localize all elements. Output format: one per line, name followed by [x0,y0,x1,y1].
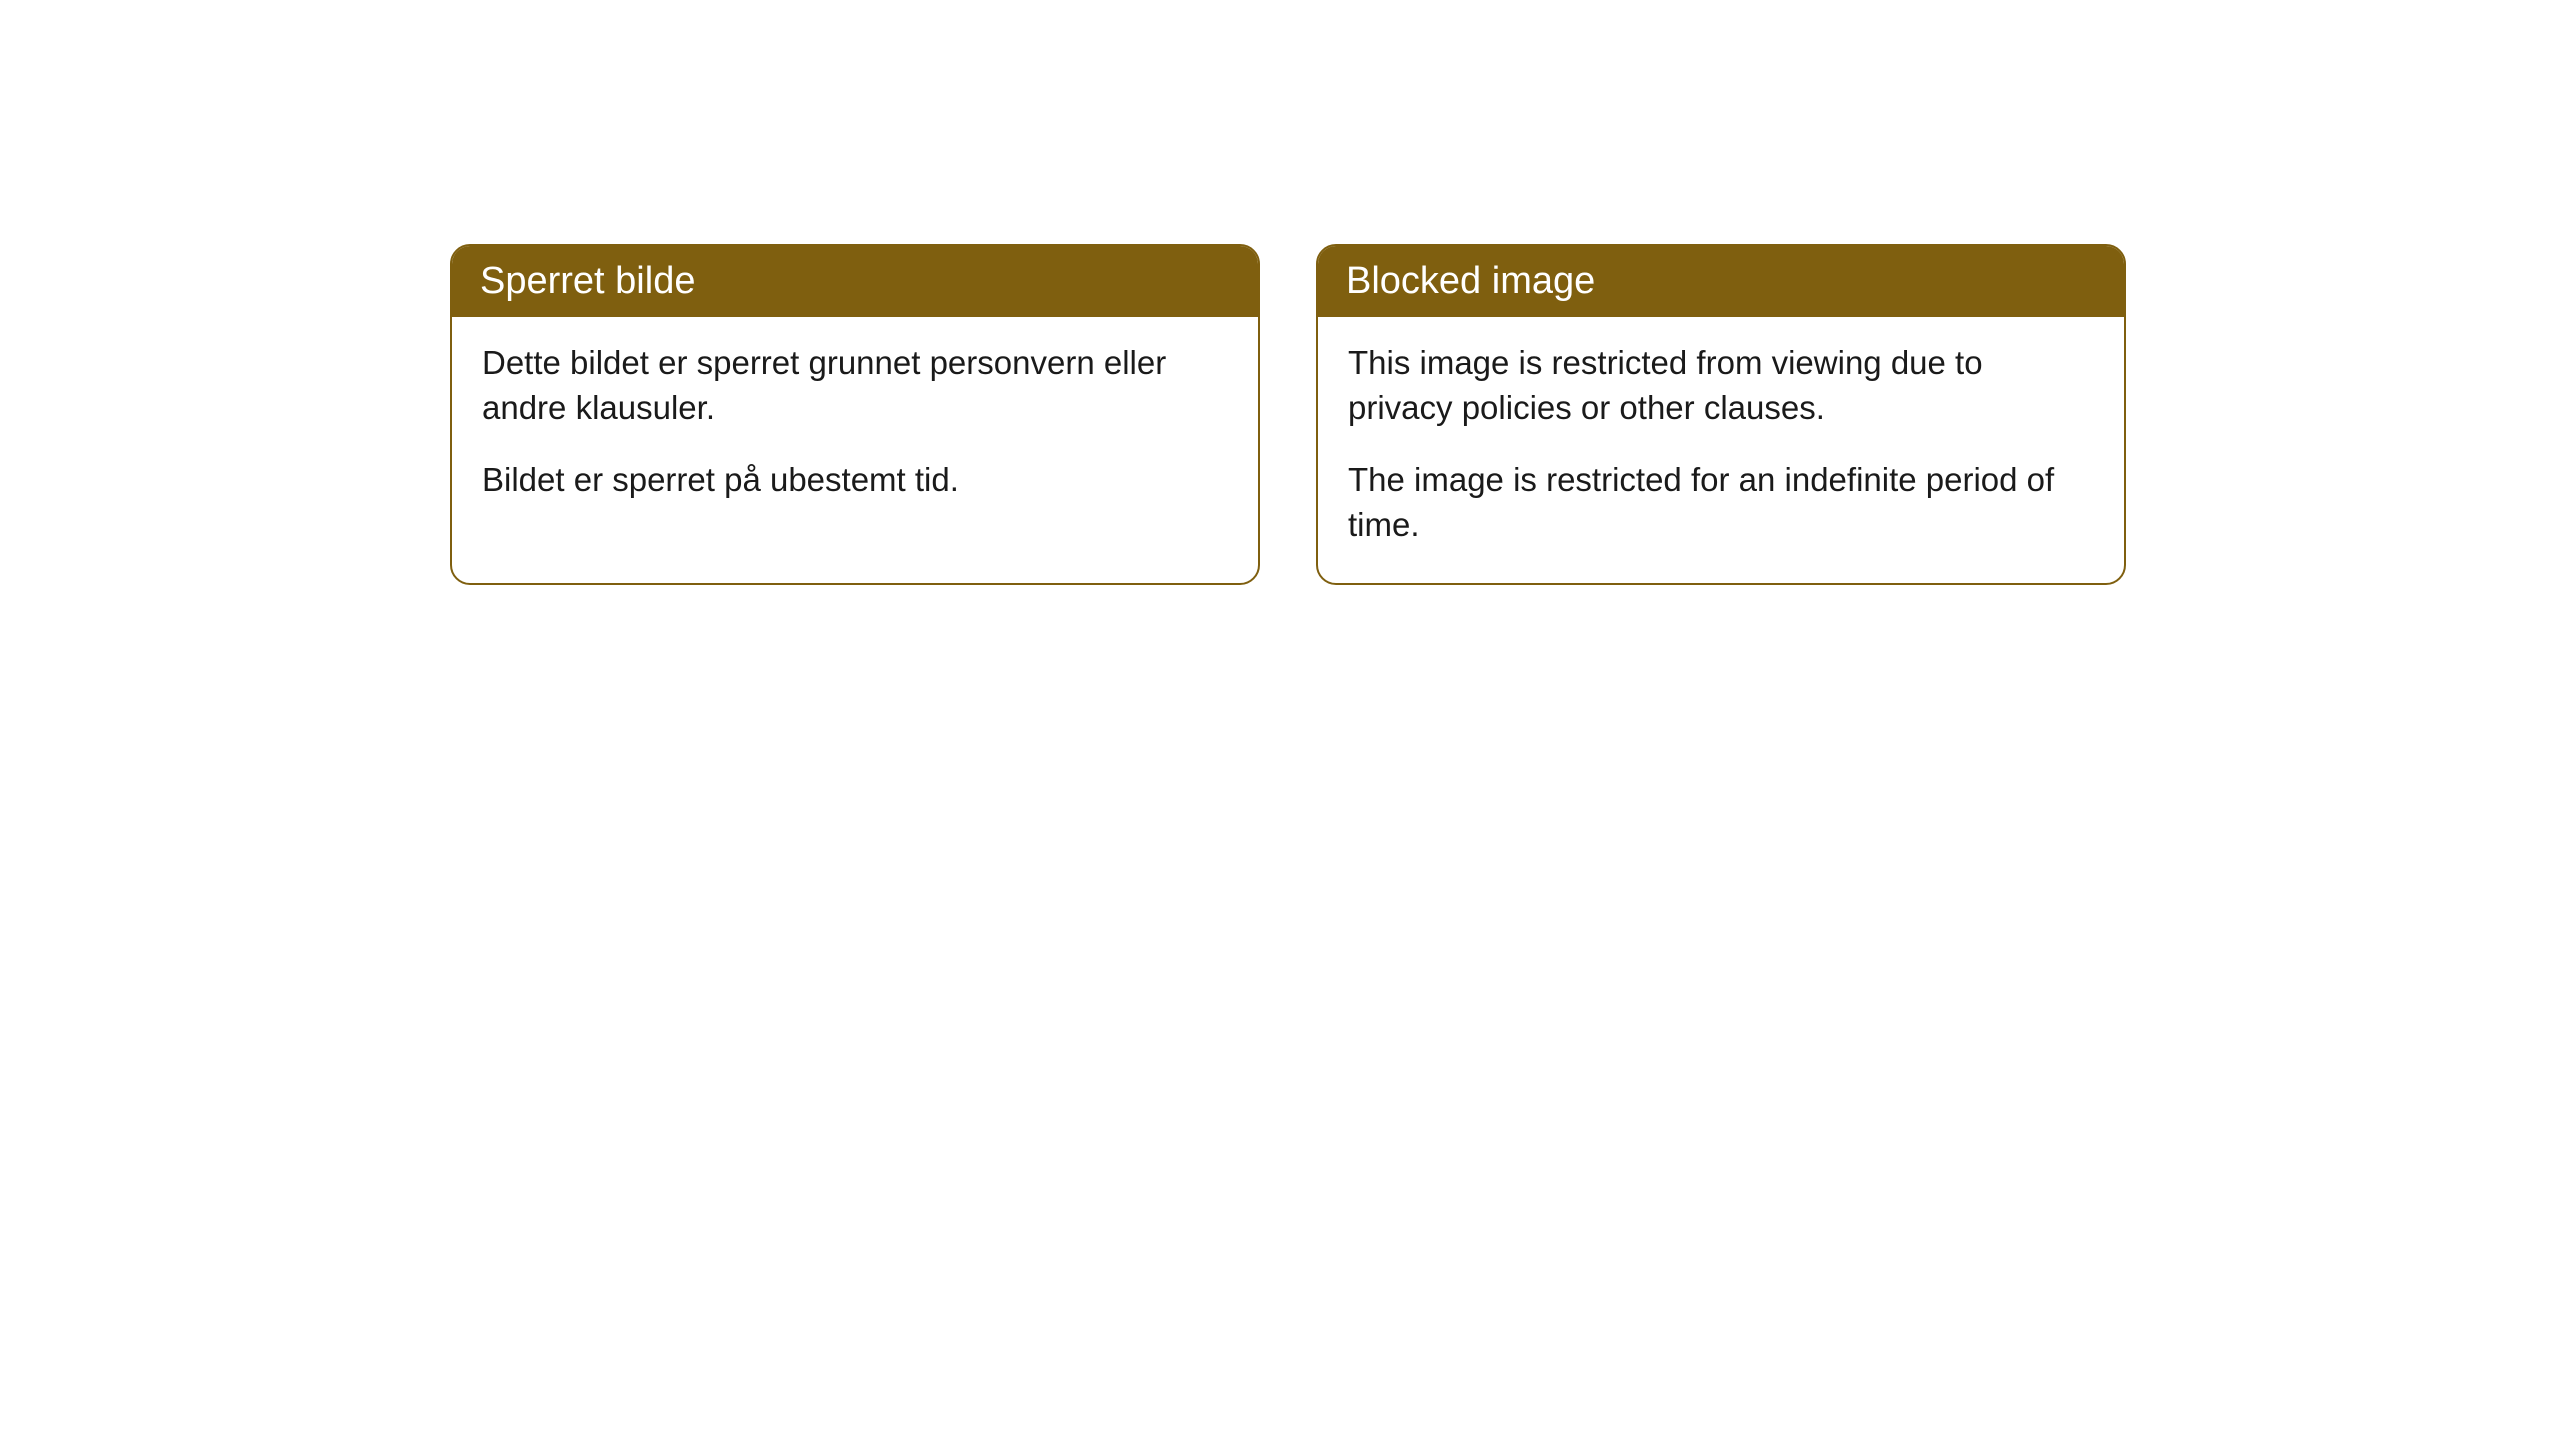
card-paragraph: The image is restricted for an indefinit… [1348,458,2094,547]
card-header: Blocked image [1318,246,2124,317]
card-paragraph: This image is restricted from viewing du… [1348,341,2094,430]
card-body: Dette bildet er sperret grunnet personve… [452,317,1258,539]
notice-card-english: Blocked image This image is restricted f… [1316,244,2126,585]
notice-card-norwegian: Sperret bilde Dette bildet er sperret gr… [450,244,1260,585]
card-header: Sperret bilde [452,246,1258,317]
card-body: This image is restricted from viewing du… [1318,317,2124,583]
card-paragraph: Dette bildet er sperret grunnet personve… [482,341,1228,430]
card-paragraph: Bildet er sperret på ubestemt tid. [482,458,1228,503]
notice-cards-container: Sperret bilde Dette bildet er sperret gr… [450,244,2126,585]
